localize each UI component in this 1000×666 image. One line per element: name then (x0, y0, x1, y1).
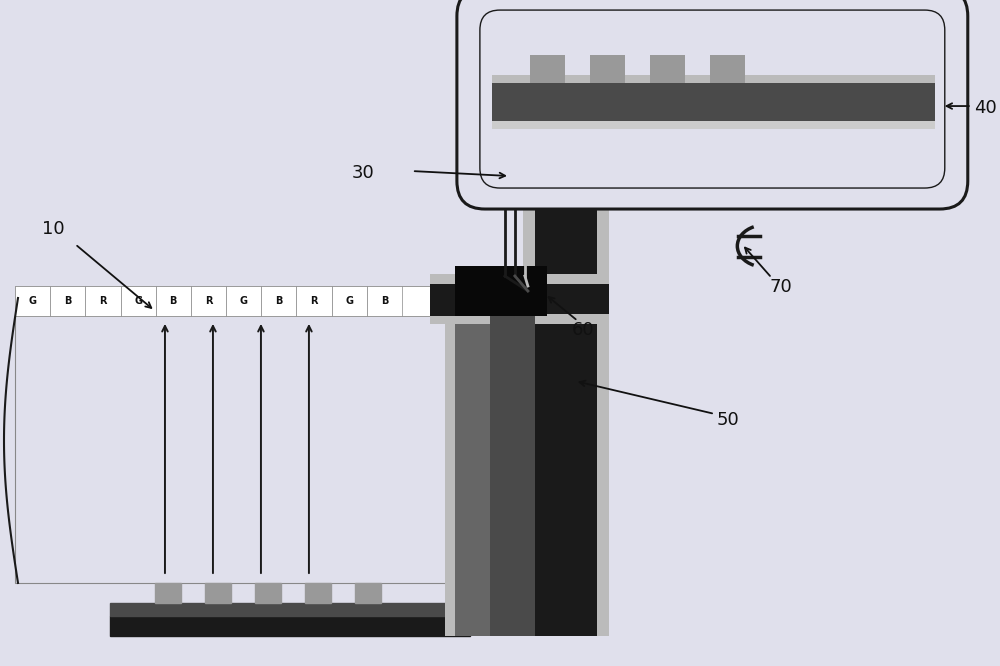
Text: 60: 60 (572, 321, 594, 339)
Bar (226, 286, 261, 316)
Bar (261, 286, 296, 316)
Bar (710, 55, 745, 83)
Bar (155, 583, 181, 603)
Bar (367, 286, 402, 316)
Bar (445, 284, 455, 636)
Text: G: G (29, 296, 37, 306)
Text: B: B (170, 296, 177, 306)
Bar (191, 286, 226, 316)
Bar (296, 286, 332, 316)
Bar (650, 55, 685, 83)
Bar (430, 314, 609, 324)
Bar (305, 583, 331, 603)
Text: G: G (240, 296, 248, 306)
Text: B: B (381, 296, 388, 306)
Bar (355, 583, 381, 603)
Text: 50: 50 (717, 411, 740, 429)
Text: B: B (64, 296, 71, 306)
Text: 10: 10 (42, 220, 65, 238)
Text: R: R (205, 296, 212, 306)
Bar (255, 583, 281, 603)
Bar (15, 315, 450, 583)
Bar (121, 286, 156, 316)
Bar (455, 266, 547, 316)
Bar (590, 55, 625, 83)
Text: 70: 70 (770, 278, 793, 296)
Text: G: G (134, 296, 142, 306)
Bar (430, 274, 609, 284)
Bar (535, 81, 597, 636)
Bar (530, 55, 565, 83)
Bar (490, 284, 498, 636)
Bar (15, 286, 432, 316)
Bar (205, 583, 231, 603)
FancyBboxPatch shape (457, 0, 968, 209)
Bar (156, 286, 191, 316)
Text: R: R (99, 296, 107, 306)
Bar (430, 286, 468, 316)
Bar (492, 121, 935, 129)
Text: 30: 30 (352, 164, 375, 182)
Bar (15, 286, 50, 316)
Bar (85, 286, 121, 316)
Bar (492, 83, 935, 121)
Bar (523, 81, 535, 636)
Bar (597, 81, 609, 636)
Bar (455, 284, 490, 636)
Bar (430, 284, 609, 314)
Text: G: G (345, 296, 353, 306)
Text: 40: 40 (974, 99, 997, 117)
Bar (490, 314, 535, 636)
Bar (332, 286, 367, 316)
Bar (110, 603, 470, 616)
FancyBboxPatch shape (480, 10, 945, 188)
Text: R: R (310, 296, 318, 306)
Bar (492, 75, 935, 83)
Text: B: B (275, 296, 282, 306)
Bar (110, 616, 470, 636)
Bar (50, 286, 85, 316)
